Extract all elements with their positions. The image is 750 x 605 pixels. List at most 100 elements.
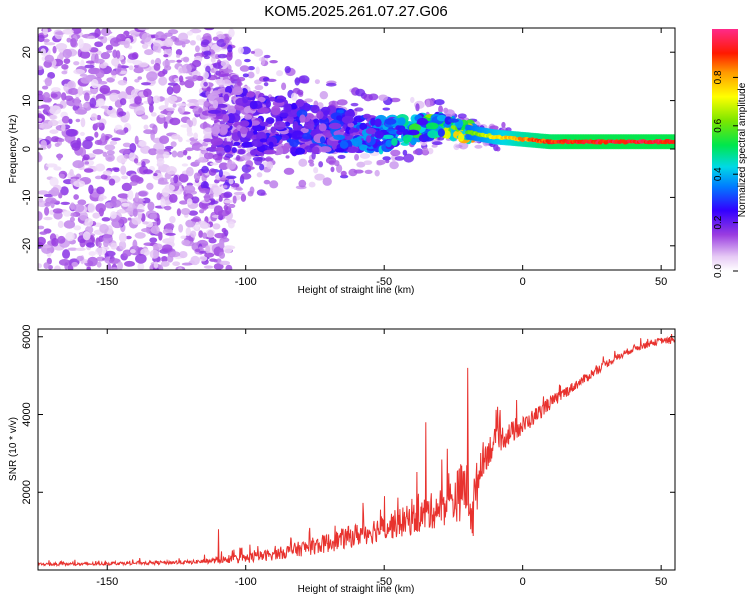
noise-blob: [180, 235, 187, 239]
noise-blob: [169, 251, 181, 258]
noise-blob: [158, 76, 168, 86]
signal-blob: [207, 109, 221, 114]
noise-blob: [102, 151, 108, 157]
noise-blob: [141, 227, 152, 233]
noise-blob: [82, 231, 91, 241]
noise-blob: [50, 93, 58, 98]
noise-blob: [354, 107, 364, 112]
noise-blob: [106, 150, 115, 156]
noise-blob: [97, 36, 104, 40]
colorbar-tick-label: 0.0: [713, 264, 724, 278]
noise-blob: [121, 202, 130, 207]
noise-blob: [167, 95, 178, 102]
noise-blob: [143, 88, 152, 98]
signal-blob: [291, 146, 297, 153]
noise-blob: [203, 55, 211, 60]
noise-blob: [186, 166, 194, 177]
noise-blob: [191, 59, 202, 68]
noise-blob: [156, 192, 162, 201]
noise-blob: [44, 77, 53, 87]
noise-blob: [60, 201, 71, 205]
noise-blob: [108, 105, 113, 111]
noise-blob: [123, 153, 130, 159]
noise-blob: [181, 262, 193, 266]
noise-blob: [86, 266, 92, 270]
noise-blob: [415, 103, 420, 112]
colorbar-tick-label: 0.4: [713, 167, 724, 181]
noise-blob: [203, 50, 212, 56]
signal-blob: [391, 137, 398, 146]
noise-blob: [403, 153, 415, 163]
noise-blob: [178, 136, 183, 143]
noise-blob: [105, 154, 115, 162]
noise-blob: [44, 105, 51, 111]
noise-blob: [109, 92, 119, 102]
noise-blob: [200, 181, 209, 190]
noise-blob: [69, 169, 74, 177]
noise-blob: [202, 232, 208, 239]
noise-blob: [113, 167, 120, 173]
signal-blob: [384, 118, 397, 125]
noise-blob: [217, 53, 228, 59]
noise-blob: [202, 127, 214, 137]
signal-blob: [427, 130, 439, 139]
noise-blob: [298, 179, 307, 188]
noise-blob: [250, 50, 256, 54]
noise-blob: [44, 202, 51, 207]
noise-blob: [89, 47, 99, 53]
signal-blob: [265, 99, 271, 108]
noise-blob: [117, 111, 127, 117]
snr-panel: -150 -100 -50 0 50 2000 4000 6000 Height of st…: [8, 325, 676, 595]
noise-blob: [38, 65, 44, 71]
noise-blob: [89, 97, 97, 108]
noise-blob: [228, 28, 235, 38]
noise-blob: [117, 216, 128, 225]
noise-blob: [95, 163, 106, 172]
noise-blob: [223, 37, 230, 44]
noise-blob: [165, 232, 176, 236]
x-tick-label: -150: [96, 576, 118, 588]
signal-blob: [365, 127, 377, 135]
noise-blob: [94, 175, 103, 180]
noise-blob: [62, 48, 73, 59]
signal-blob: [339, 141, 349, 149]
noise-blob: [176, 151, 185, 158]
signal-blob: [268, 141, 274, 149]
noise-blob: [376, 161, 383, 166]
noise-blob: [220, 60, 230, 67]
noise-blob: [50, 187, 60, 197]
x-tick-label: -100: [235, 276, 257, 288]
noise-blob: [265, 156, 273, 163]
noise-blob: [161, 244, 173, 252]
signal-blob: [407, 129, 420, 136]
noise-blob: [146, 71, 158, 82]
noise-blob: [236, 154, 241, 161]
signal-blob: [270, 105, 281, 116]
noise-blob: [127, 190, 134, 201]
signal-blob: [351, 137, 363, 147]
noise-blob: [99, 88, 109, 93]
noise-blob: [374, 169, 380, 177]
noise-blob: [155, 148, 165, 155]
noise-blob: [207, 229, 214, 238]
signal-blob: [397, 117, 406, 126]
noise-blob: [152, 95, 161, 104]
noise-blob: [122, 142, 132, 148]
noise-blob: [108, 178, 116, 186]
noise-blob: [46, 257, 52, 265]
noise-blob: [438, 105, 443, 114]
spectrogram-y-ticks: -20 -10 0 10 20: [21, 46, 675, 254]
noise-blob: [99, 223, 109, 234]
signal-blob: [239, 120, 250, 128]
noise-blob: [71, 28, 82, 35]
noise-blob: [73, 203, 85, 213]
noise-blob: [42, 28, 48, 36]
noise-blob: [117, 91, 128, 101]
signal-blob: [290, 103, 298, 110]
noise-blob: [162, 151, 170, 159]
noise-blob: [390, 149, 401, 157]
noise-blob: [148, 148, 158, 156]
noise-blob: [164, 223, 175, 230]
noise-blob: [164, 145, 174, 150]
